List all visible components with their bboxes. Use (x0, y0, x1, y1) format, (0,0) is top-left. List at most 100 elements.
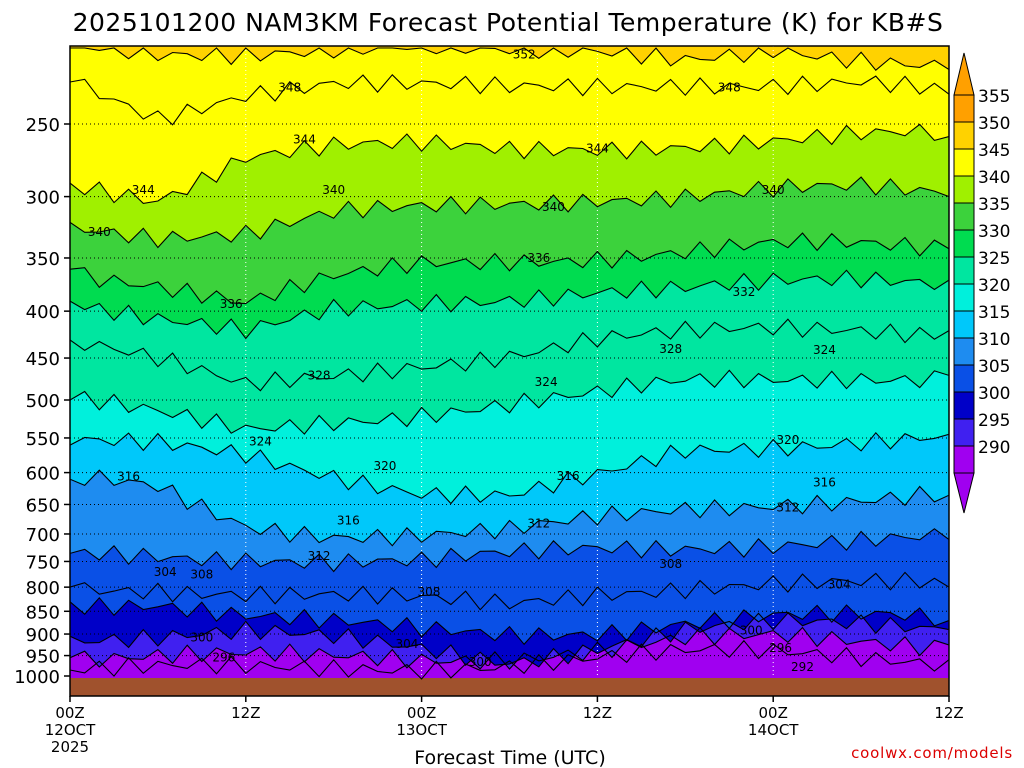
contour-label: 328 (308, 368, 331, 382)
x-tick-date: 13OCT (396, 721, 447, 739)
colorbar-swatch-290 (953, 445, 975, 474)
contour-label: 344 (132, 183, 155, 197)
isentrope-324 (70, 369, 949, 435)
y-tick-label: 900 (26, 625, 60, 646)
colorbar-label: 355 (978, 87, 1010, 107)
colorbar-swatch-340 (953, 175, 975, 204)
contour-label: 312 (308, 549, 331, 563)
y-tick-label: 950 (26, 647, 60, 668)
isentrope-308 (70, 571, 949, 611)
colorbar-swatch-355 (953, 94, 975, 123)
contour-label: 328 (659, 342, 682, 356)
contour-labels: 292 296 296 300 300 300 304 304 304 308 308 308 312 3… (88, 48, 851, 675)
y-tick-label: 750 (26, 552, 60, 573)
chart-title: 2025101200 NAM3KM Forecast Potential Tem… (73, 8, 944, 37)
colorbar-label: 310 (978, 330, 1010, 350)
contour-label: 336 (527, 251, 550, 265)
contour-label: 316 (337, 514, 360, 528)
y-tick-label: 450 (26, 349, 60, 370)
x-tick-date: 12OCT (45, 721, 96, 739)
isentrope-340 (70, 176, 949, 249)
isentrope-304 (70, 596, 949, 646)
colorbar-swatch-295 (953, 418, 975, 447)
colorbar-label: 340 (978, 168, 1010, 188)
isentrope-312 (70, 528, 949, 573)
x-tick-date: 14OCT (748, 721, 799, 739)
colorbar-bottom-arrow (953, 472, 975, 514)
contour-label: 324 (535, 375, 558, 389)
x-tick-label: 00Z (407, 704, 436, 722)
colorbar-top-arrow (953, 52, 975, 96)
y-axis-pressure: 2503003504004505005506006507007508008509… (14, 115, 70, 688)
y-tick-label: 300 (26, 188, 60, 209)
plot-frame (69, 45, 950, 697)
contour-label: 308 (417, 585, 440, 599)
colorbar-swatch-330 (953, 229, 975, 258)
colorbar-swatch-325 (953, 256, 975, 285)
contour-label: 300 (469, 655, 492, 669)
contour-label: 352 (513, 48, 536, 62)
colorbar-swatch-320 (953, 283, 975, 312)
isentrope-300 (70, 612, 949, 668)
band-348 (70, 46, 949, 125)
contour-label: 340 (88, 225, 111, 239)
band-344 (70, 46, 949, 204)
colorbar-legend: 355 350 345 340 335 330 325 320 315 310 305 300 295 2… (953, 52, 1010, 514)
colorbar-swatch-305 (953, 364, 975, 393)
contour-label: 324 (813, 343, 836, 357)
isentrope-292 (70, 639, 949, 680)
y-tick-label: 850 (26, 602, 60, 623)
contour-label: 312 (527, 517, 550, 531)
contour-label: 348 (718, 80, 741, 94)
contour-label: 340 (322, 183, 345, 197)
y-tick-label: 600 (26, 464, 60, 485)
x-tick-label: 12Z (934, 704, 963, 722)
contour-label: 296 (769, 641, 792, 655)
surface-fill (70, 678, 949, 696)
contour-label: 336 (220, 297, 243, 311)
contour-label: 308 (190, 568, 213, 582)
contour-label: 340 (762, 183, 785, 197)
contour-label: 340 (542, 200, 565, 214)
isentrope-320 (70, 431, 949, 505)
y-tick-label: 350 (26, 249, 60, 270)
y-tick-label: 250 (26, 115, 60, 136)
contour-label: 304 (828, 578, 851, 592)
colorbar-label: 290 (978, 438, 1010, 458)
y-tick-label: 550 (26, 429, 60, 450)
y-tick-label: 800 (26, 578, 60, 599)
colorbar-swatch-315 (953, 310, 975, 339)
isentrope-352 (70, 47, 949, 71)
y-tick-label: 400 (26, 302, 60, 323)
isentrope-296 (70, 626, 949, 670)
x-tick-label: 00Z (55, 704, 84, 722)
y-tick-label: 650 (26, 495, 60, 516)
colorbar-swatch-345 (953, 148, 975, 177)
contour-label: 304 (154, 565, 177, 579)
y-tick-label: 500 (26, 391, 60, 412)
dotted-grid (70, 46, 949, 678)
contour-label: 344 (586, 142, 609, 156)
contour-label: 316 (117, 470, 140, 484)
y-tick-label: 1000 (14, 667, 60, 688)
colorbar-label: 305 (978, 357, 1010, 377)
x-tick-label: 00Z (759, 704, 788, 722)
colorbar-label: 350 (978, 114, 1010, 134)
isentrope-344 (70, 123, 949, 204)
isentrope-contours (70, 47, 949, 680)
contour-label: 312 (776, 501, 799, 515)
contour-label: 316 (813, 475, 836, 489)
contour-label: 348 (278, 80, 301, 94)
colorbar-label: 295 (978, 411, 1010, 431)
contour-label: 344 (293, 133, 316, 147)
isentrope-336 (70, 232, 949, 305)
x-axis-title: Forecast Time (UTC) (414, 747, 605, 768)
ground-surface (70, 678, 949, 696)
x-tick-label: 12Z (231, 704, 260, 722)
colorbar-label: 320 (978, 276, 1010, 296)
colorbar-label: 325 (978, 249, 1010, 269)
contour-label: 316 (557, 469, 580, 483)
contour-label: 300 (740, 623, 763, 637)
